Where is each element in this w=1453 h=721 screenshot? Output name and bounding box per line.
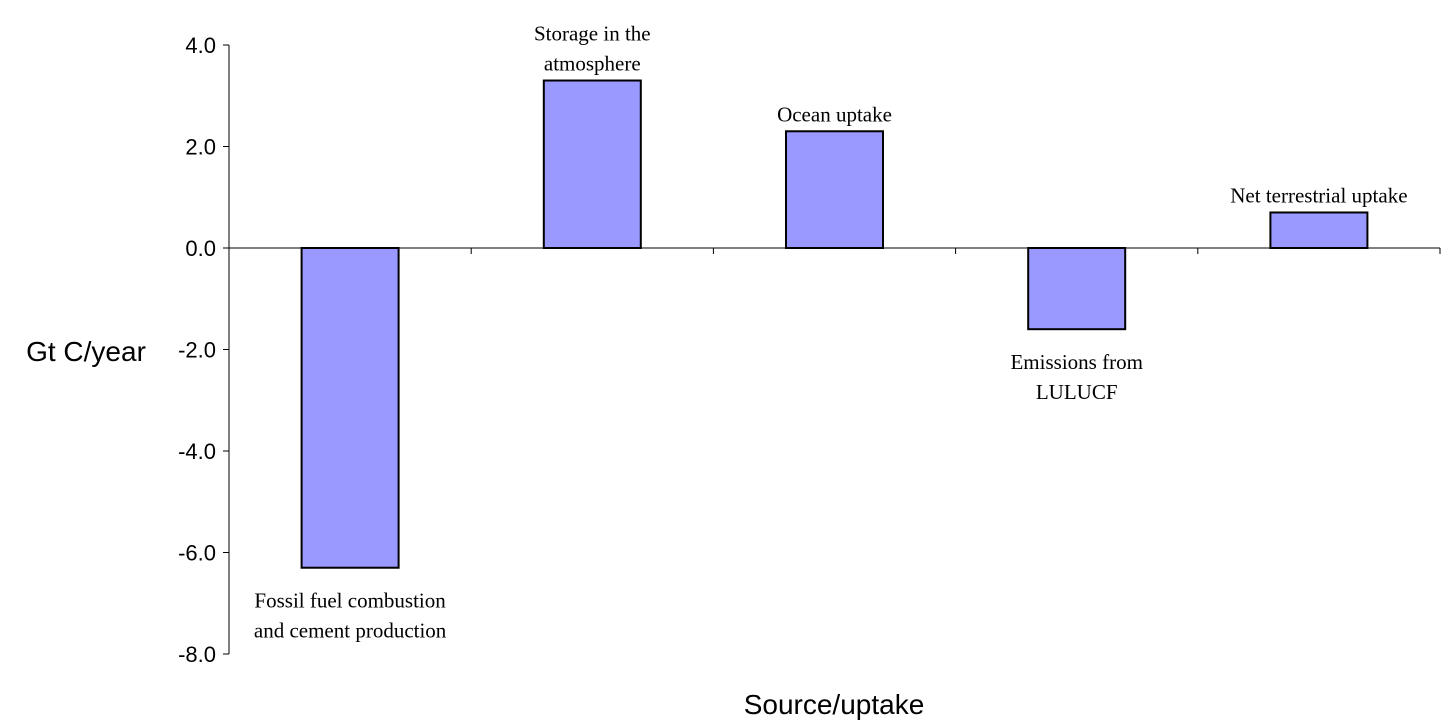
bar-category-label: and cement production: [254, 619, 447, 643]
bar: [1269, 211, 1369, 250]
y-tick-label: -2.0: [178, 338, 216, 363]
bar-category-label: Fossil fuel combustion: [254, 589, 446, 613]
bar: [785, 130, 884, 249]
bar-labels: Fossil fuel combustion and cement product…: [254, 22, 1408, 643]
y-tick-label: -6.0: [178, 541, 216, 566]
x-axis-title: Source/uptake: [744, 689, 925, 720]
y-axis-title: Gt C/year: [26, 336, 146, 367]
bar-category-label: atmosphere: [544, 52, 641, 76]
bars: [300, 79, 1369, 569]
y-tick-label: 4.0: [185, 33, 216, 58]
y-tick-label: -8.0: [178, 642, 216, 667]
bar: [542, 79, 642, 250]
bar-category-label: Emissions from: [1010, 350, 1142, 374]
y-tick-label: 0.0: [185, 236, 216, 261]
y-axis: 4.0 2.0 0.0 -2.0 -4.0 -6.0 -8.0: [178, 33, 230, 667]
bar-category-label: Ocean uptake: [777, 102, 892, 126]
bar: [300, 247, 400, 569]
bar-category-label: Storage in the: [534, 22, 651, 46]
bar: [1027, 247, 1127, 331]
bar-category-label: LULUCF: [1036, 380, 1118, 404]
bar-category-label: Net terrestrial uptake: [1230, 183, 1407, 207]
y-tick-label: 2.0: [185, 135, 216, 160]
y-tick-label: -4.0: [178, 439, 216, 464]
